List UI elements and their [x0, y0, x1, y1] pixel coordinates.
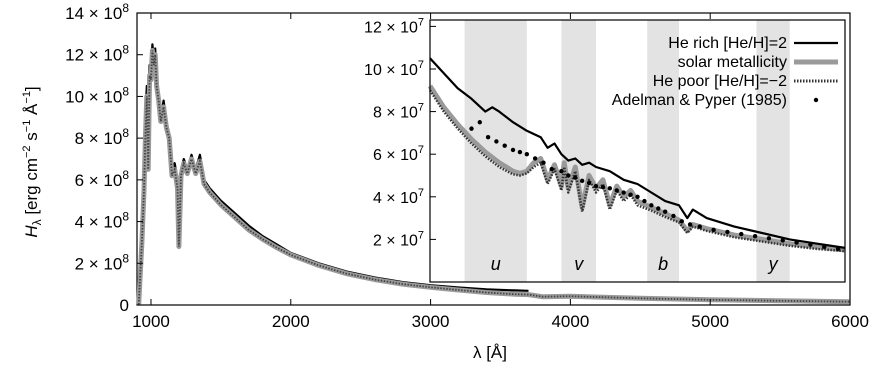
filter-band-label-y: y	[767, 254, 779, 274]
inset-series-adelman-pyper-1985-point	[621, 190, 625, 194]
inset-y-tick-label: 2 × 107	[373, 229, 424, 249]
inset-series-adelman-pyper-1985-point	[469, 126, 473, 130]
inset-series-adelman-pyper-1985-point	[656, 206, 660, 210]
inset-series-adelman-pyper-1985-point	[698, 224, 702, 228]
inset-series-adelman-pyper-1985-point	[711, 228, 715, 232]
inset-series-adelman-pyper-1985-point	[486, 135, 490, 139]
inset-series-adelman-pyper-1985-point	[525, 152, 529, 156]
inset-series-adelman-pyper-1985-point	[822, 245, 826, 249]
inset-series-adelman-pyper-1985-point	[550, 167, 554, 171]
inset-y-tick-label: 10 × 107	[364, 59, 424, 79]
inset-y-tick-label: 8 × 107	[373, 102, 424, 122]
y-tick-label: 6 × 108	[75, 168, 130, 190]
y-tick-label: 10 × 108	[65, 84, 129, 106]
y-axis-title: Hλ [erg cm−2 s−1 Å−1]	[21, 86, 44, 237]
filter-band-label-v: v	[574, 254, 584, 274]
x-tick-label: 6000	[831, 312, 869, 331]
inset-series-adelman-pyper-1985-point	[503, 143, 507, 147]
inset-series-adelman-pyper-1985-point	[518, 150, 522, 154]
inset-y-tick-label: 6 × 107	[373, 144, 424, 164]
y-tick-label: 14 × 108	[65, 1, 129, 23]
inset-series-adelman-pyper-1985-point	[541, 161, 545, 165]
inset-series-adelman-pyper-1985-point	[615, 188, 619, 192]
inset-series-adelman-pyper-1985-point	[794, 240, 798, 244]
inset-ticks-group: 2 × 107 4 × 107 6 × 107 8 × 107 10 × 107 12 ×…	[364, 16, 436, 249]
inset-series-adelman-pyper-1985-point	[559, 169, 563, 173]
inset-series-adelman-pyper-1985-point	[753, 234, 757, 238]
inset-series-adelman-pyper-1985-point	[494, 139, 498, 143]
inset-series-adelman-pyper-1985-point	[649, 203, 653, 207]
inset-series-adelman-pyper-1985-point	[671, 214, 675, 218]
inset-y-tick-label: 12 × 107	[364, 16, 424, 36]
x-tick-label: 3000	[412, 312, 450, 331]
legend-label-he-poor: He poor [He/H]=−2	[653, 73, 787, 90]
legend-label-he-rich: He rich [He/H]=2	[668, 35, 787, 52]
filter-band-u	[465, 20, 527, 282]
x-tick-label: 5000	[691, 312, 729, 331]
inset-series-adelman-pyper-1985-point	[781, 238, 785, 242]
y-tick-label: 0	[120, 296, 129, 315]
inset-series-adelman-pyper-1985-point	[573, 175, 577, 179]
legend-swatch-adelman	[814, 98, 818, 102]
inset-series-adelman-pyper-1985-point	[725, 230, 729, 234]
y-tick-label: 2 × 108	[75, 251, 130, 273]
inset-series-adelman-pyper-1985-point	[594, 184, 598, 188]
y-tick-label: 8 × 108	[75, 126, 130, 148]
inset-series-adelman-pyper-1985-point	[739, 232, 743, 236]
inset-series-adelman-pyper-1985-point	[836, 247, 840, 251]
inset-series-adelman-pyper-1985-point	[663, 210, 667, 214]
inset-series-adelman-pyper-1985-point	[511, 148, 515, 152]
filter-band-label-u: u	[491, 254, 501, 274]
inset-series-adelman-pyper-1985-point	[533, 156, 537, 160]
inset-series-adelman-pyper-1985-point	[635, 195, 639, 199]
inset-series-adelman-pyper-1985-point	[566, 173, 570, 177]
filter-band-label-b: b	[658, 254, 668, 274]
inset-series-adelman-pyper-1985-point	[767, 236, 771, 240]
filter-band-v	[561, 20, 596, 282]
inset-series-adelman-pyper-1985-point	[628, 192, 632, 196]
legend-label-adelman: Adelman & Pyper (1985)	[612, 92, 787, 109]
x-tick-label: 4000	[551, 312, 589, 331]
legend-label-solar: solar metallicity	[678, 54, 787, 71]
y-tick-label: 12 × 108	[65, 43, 129, 65]
x-axis-title: λ [Å]	[473, 343, 507, 362]
inset-series-adelman-pyper-1985-point	[688, 222, 692, 226]
inset-series-adelman-pyper-1985-point	[680, 219, 684, 223]
inset-series-adelman-pyper-1985-point	[580, 179, 584, 183]
inset-series-adelman-pyper-1985-point	[587, 181, 591, 185]
inset-series-adelman-pyper-1985-point	[608, 186, 612, 190]
filter-band-b	[647, 20, 679, 282]
inset-series-adelman-pyper-1985-point	[642, 199, 646, 203]
inset-series-adelman-pyper-1985-point	[808, 243, 812, 247]
inset-series-adelman-pyper-1985-point	[478, 120, 482, 124]
inset-y-tick-label: 4 × 107	[373, 187, 424, 207]
x-tick-label: 1000	[132, 312, 170, 331]
x-tick-label: 2000	[272, 312, 310, 331]
y-tick-label: 4 × 108	[75, 210, 130, 232]
inset-series-adelman-pyper-1985-point	[601, 185, 605, 189]
